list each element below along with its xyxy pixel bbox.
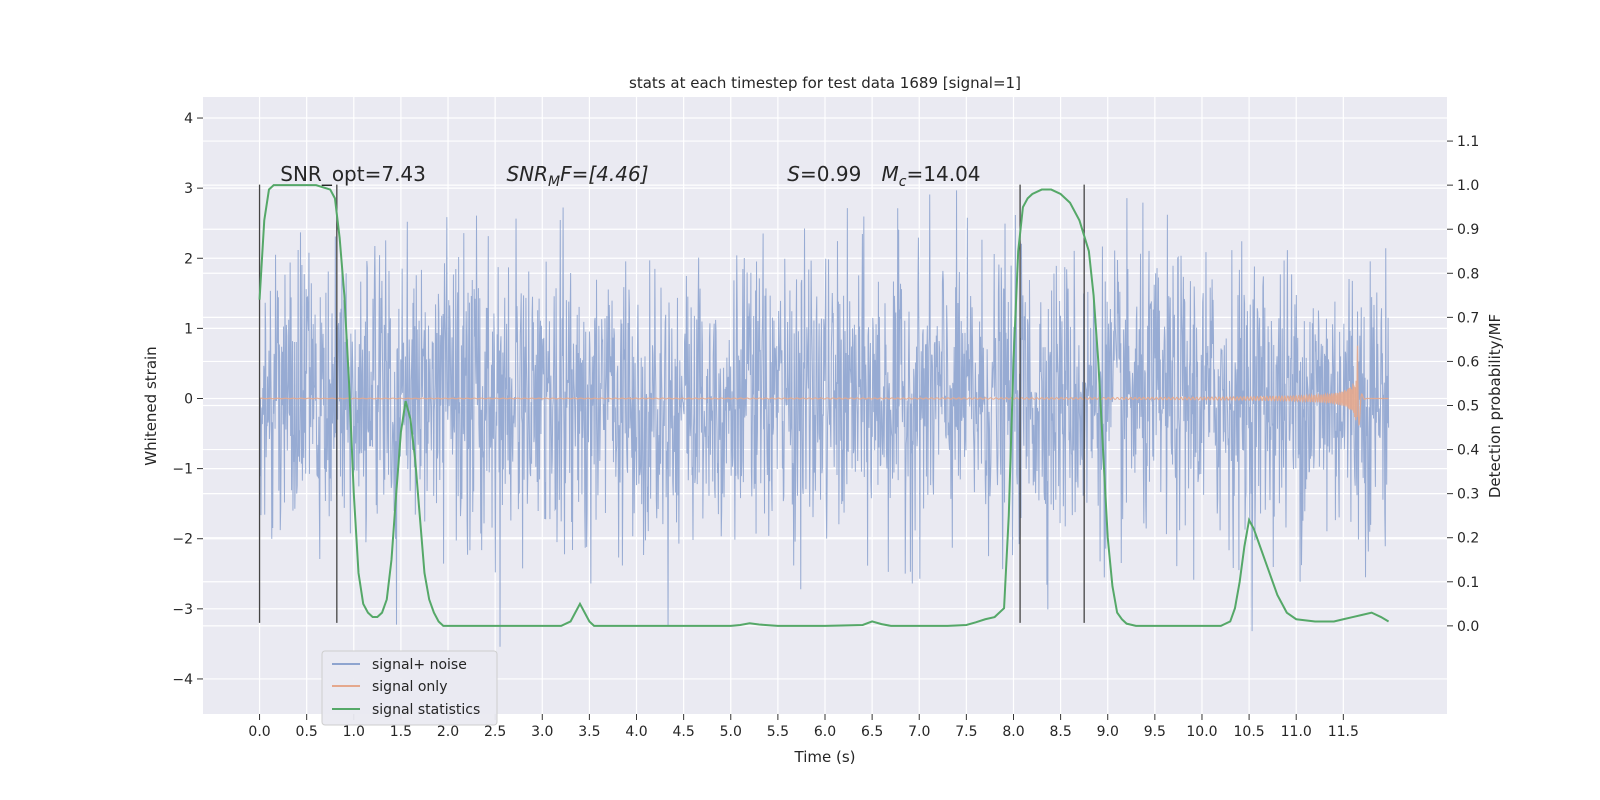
x-tick-label: 9.0 <box>1097 724 1119 740</box>
x-tick-label: 6.0 <box>814 724 836 740</box>
legend-label-noise: signal+ noise <box>372 657 467 673</box>
y-axis-ticks: 4 3 2 1 0 −1 −2 −3 −4 <box>172 111 203 688</box>
x-tick-label: 2.0 <box>437 724 459 740</box>
y-tick-label: −4 <box>172 672 193 688</box>
y-axis-label: Whitened strain <box>142 346 160 465</box>
x-axis-ticks: 0.0 0.5 1.0 1.5 2.0 2.5 3.0 3.5 4.0 4.5 5.0 5.5 6.0 6… <box>248 714 1359 740</box>
x-tick-label: 7.5 <box>955 724 977 740</box>
y2-axis-ticks: 1.1 1.0 0.9 0.8 0.7 0.6 0.5 0.4 0.3 0.2 0.1 0.0 <box>1447 134 1479 635</box>
x-tick-label: 11.0 <box>1281 724 1312 740</box>
y2-tick-label: 0.0 <box>1457 619 1479 635</box>
y-tick-label: 0 <box>184 391 193 407</box>
x-tick-label: 2.5 <box>484 724 506 740</box>
noise-line <box>259 190 1390 647</box>
y-tick-label: 2 <box>184 251 193 267</box>
x-tick-label: 1.0 <box>343 724 365 740</box>
y-tick-label: 4 <box>184 111 193 127</box>
y2-tick-label: 0.5 <box>1457 399 1479 415</box>
y-tick-label: 3 <box>184 181 193 197</box>
statistics-line <box>258 184 1390 627</box>
annotation-text: SNRMF=[4.46] <box>506 162 648 190</box>
y2-tick-label: 1.0 <box>1457 178 1479 194</box>
legend-label-signal: signal only <box>372 679 447 695</box>
y2-tick-label: 0.9 <box>1457 222 1479 238</box>
chart-title: stats at each timestep for test data 168… <box>629 74 1021 92</box>
legend: signal+ noise signal only signal statist… <box>321 650 498 726</box>
y2-tick-label: 1.1 <box>1457 134 1479 150</box>
x-tick-label: 3.5 <box>578 724 600 740</box>
x-tick-label: 6.5 <box>861 724 883 740</box>
x-tick-label: 4.5 <box>673 724 695 740</box>
x-tick-label: 5.5 <box>767 724 789 740</box>
y2-axis-label: Detection probability/MF <box>1486 314 1504 498</box>
annotation-text: SNR_opt=7.43 <box>280 162 426 186</box>
x-axis-label: Time (s) <box>794 748 856 766</box>
y-tick-label: −3 <box>172 602 193 618</box>
x-tick-label: 8.5 <box>1049 724 1071 740</box>
y2-tick-label: 0.8 <box>1457 266 1479 282</box>
legend-box <box>321 650 498 726</box>
vertical-markers <box>258 184 1085 623</box>
x-tick-label: 10.0 <box>1186 724 1217 740</box>
x-tick-label: 10.5 <box>1234 724 1265 740</box>
signal-statistics-series <box>258 184 1390 627</box>
x-tick-label: 1.5 <box>390 724 412 740</box>
x-tick-label: 11.5 <box>1328 724 1359 740</box>
signal-noise-series <box>259 190 1390 647</box>
legend-label-statistics: signal statistics <box>372 702 480 718</box>
y2-tick-label: 0.6 <box>1457 354 1479 370</box>
x-tick-label: 9.5 <box>1144 724 1166 740</box>
y2-tick-label: 0.1 <box>1457 575 1479 591</box>
y2-tick-label: 0.4 <box>1457 443 1479 459</box>
x-tick-label: 8.0 <box>1002 724 1024 740</box>
annotation-text: S=0.99 <box>787 162 861 186</box>
x-tick-label: 3.0 <box>531 724 553 740</box>
y2-tick-label: 0.3 <box>1457 487 1479 503</box>
y-tick-label: −1 <box>172 462 193 478</box>
y2-tick-label: 0.2 <box>1457 531 1479 547</box>
annotation-text: Mc=14.04 <box>882 162 981 190</box>
annotations: SNR_opt=7.43 SNRMF=[4.46] S=0.99 Mc=14.04 <box>280 162 980 190</box>
y-tick-label: 1 <box>184 321 193 337</box>
chirp-line <box>259 345 1389 427</box>
signal-only-series <box>259 345 1389 427</box>
x-tick-label: 0.0 <box>248 724 270 740</box>
x-tick-label: 7.0 <box>908 724 930 740</box>
y-tick-label: −2 <box>172 532 193 548</box>
x-tick-label: 0.5 <box>296 724 318 740</box>
x-tick-label: 4.0 <box>625 724 647 740</box>
x-tick-label: 5.0 <box>720 724 742 740</box>
y2-tick-label: 0.7 <box>1457 310 1479 326</box>
